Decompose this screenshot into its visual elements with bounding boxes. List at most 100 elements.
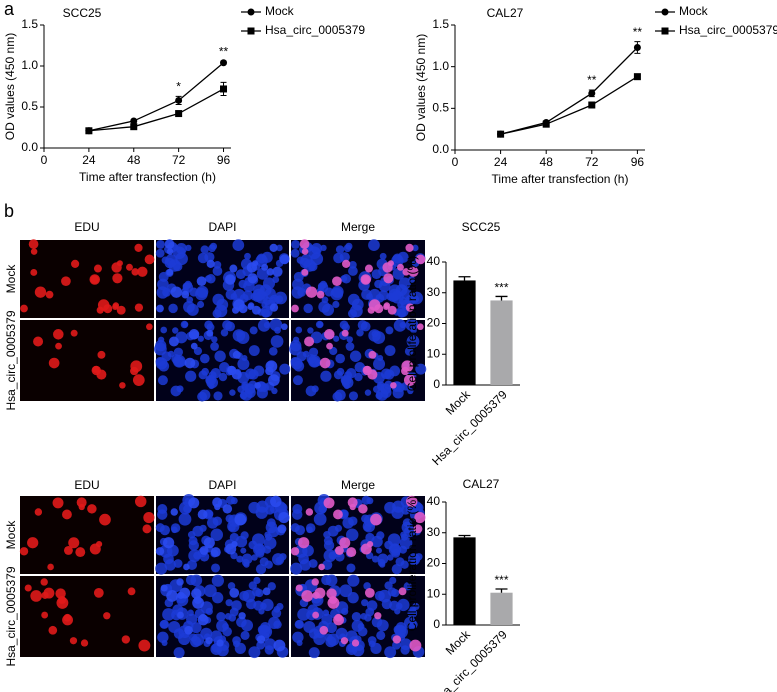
nucleus	[229, 264, 238, 273]
nucleus	[268, 374, 280, 386]
nucleus	[207, 517, 219, 529]
x-tick-label: 48	[540, 155, 554, 169]
nucleus	[232, 306, 240, 314]
nucleus	[41, 611, 49, 619]
nucleus	[201, 367, 210, 376]
nucleus	[127, 587, 136, 596]
nucleus	[341, 607, 349, 616]
nucleus	[291, 304, 299, 313]
series-line	[88, 88, 224, 132]
marker	[175, 96, 183, 104]
nucleus	[336, 367, 345, 376]
marker	[175, 110, 183, 118]
nucleus	[387, 587, 397, 597]
nucleus	[311, 578, 319, 586]
nucleus	[326, 588, 337, 599]
nucleus	[228, 523, 236, 532]
nucleus	[271, 608, 282, 619]
nucleus	[239, 590, 250, 601]
nucleus	[392, 267, 405, 280]
nucleus	[326, 622, 337, 634]
nucleus	[171, 526, 178, 534]
nucleus	[391, 564, 402, 575]
nucleus	[399, 321, 406, 329]
y-tick-label: 1.0	[21, 58, 38, 72]
legend-marker	[661, 27, 669, 35]
nucleus	[190, 636, 202, 648]
nucleus	[278, 512, 290, 524]
nucleus	[410, 291, 423, 305]
nucleus	[161, 256, 170, 264]
nucleus	[190, 342, 198, 350]
nucleus	[341, 329, 349, 337]
nucleus	[391, 548, 401, 558]
nucleus	[206, 329, 214, 337]
nucleus	[307, 327, 314, 334]
nucleus	[93, 264, 102, 273]
nucleus	[403, 582, 412, 591]
nucleus	[222, 320, 233, 331]
nucleus	[212, 266, 223, 276]
nucleus	[363, 582, 371, 590]
nucleus	[210, 368, 221, 379]
nucleus	[222, 504, 233, 514]
nucleus	[292, 375, 303, 386]
nucleus	[395, 383, 405, 393]
nucleus	[272, 266, 283, 277]
nucleus	[363, 365, 371, 374]
nucleus	[313, 512, 327, 526]
nucleus	[256, 500, 269, 513]
error-bar	[495, 588, 508, 593]
x-tick-label: 72	[172, 153, 186, 167]
nucleus	[173, 647, 185, 659]
nucleus	[160, 619, 169, 629]
nucleus	[371, 616, 383, 628]
nucleus	[236, 555, 244, 563]
nucleus	[71, 259, 80, 268]
nucleus	[229, 588, 240, 598]
column-header: EDU	[74, 220, 99, 234]
nucleus	[290, 248, 300, 258]
nucleus	[56, 596, 69, 609]
nucleus	[166, 590, 178, 602]
column-header: EDU	[74, 478, 99, 492]
nucleus	[184, 625, 193, 635]
significance: **	[633, 25, 643, 39]
nucleus	[384, 345, 396, 356]
nucleus	[274, 291, 288, 305]
nucleus	[379, 252, 387, 260]
nucleus	[53, 329, 64, 340]
micrograph	[290, 494, 426, 575]
nucleus	[400, 560, 409, 569]
nucleus	[345, 242, 353, 250]
nucleus	[347, 497, 358, 508]
error-bar	[458, 534, 471, 538]
nucleus	[335, 353, 346, 364]
nucleus	[199, 545, 209, 555]
y-tick-label: 0.0	[432, 142, 449, 156]
nucleus	[279, 254, 290, 265]
marker	[633, 44, 641, 51]
nucleus	[197, 252, 209, 264]
nucleus	[34, 286, 47, 298]
nucleus	[387, 554, 394, 561]
nucleus	[299, 239, 310, 249]
nucleus	[358, 504, 368, 514]
nucleus	[374, 612, 382, 620]
nucleus	[254, 382, 261, 389]
nucleus	[364, 389, 372, 396]
nucleus	[245, 598, 257, 610]
nucleus	[395, 284, 408, 296]
nucleus	[195, 287, 208, 301]
nucleus	[241, 553, 253, 565]
nucleus	[306, 526, 313, 534]
nucleus	[415, 254, 426, 265]
nucleus	[354, 362, 366, 373]
nucleus	[212, 293, 225, 306]
nucleus	[40, 578, 48, 586]
y-tick-label: 1.5	[432, 17, 449, 31]
nucleus	[334, 524, 343, 532]
nucleus	[266, 268, 274, 276]
nucleus	[364, 614, 372, 622]
y-tick-label: 0.5	[432, 101, 449, 115]
